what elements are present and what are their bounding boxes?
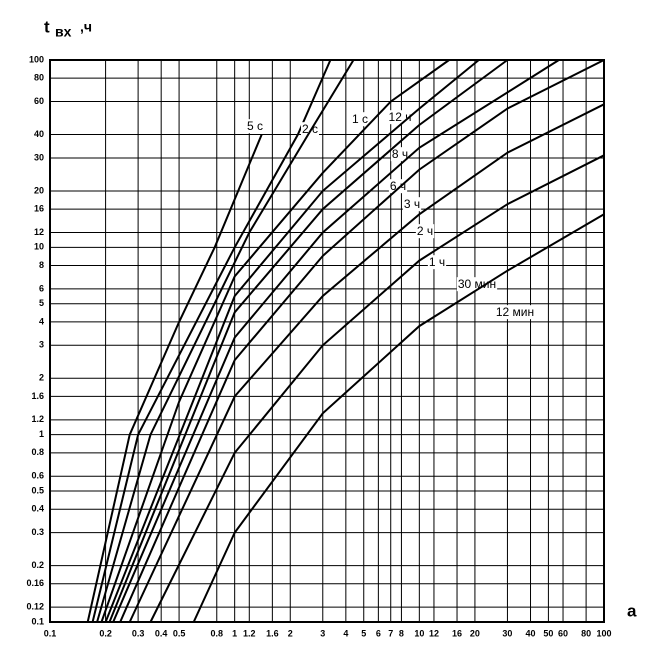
y-tick-label: 0.5	[31, 485, 44, 495]
x-tick-label: 2	[288, 628, 293, 638]
x-tick-label: 0.2	[99, 628, 112, 638]
y-tick-label: 0.16	[26, 578, 44, 588]
label-bg	[402, 197, 422, 212]
x-tick-label: 6	[376, 628, 381, 638]
y-tick-label: 16	[34, 203, 44, 213]
curve	[100, 59, 450, 623]
y-axis-label: t	[44, 17, 50, 36]
y-tick-label: 0.8	[31, 447, 44, 457]
y-tick-label: 20	[34, 185, 44, 195]
curve	[104, 59, 480, 623]
label-bg	[390, 147, 410, 162]
x-tick-label: 60	[558, 628, 568, 638]
y-tick-label: 0.4	[31, 504, 44, 514]
label-bg	[427, 255, 447, 270]
y-tick-label: 100	[29, 54, 44, 64]
y-tick-label: 80	[34, 73, 44, 83]
x-tick-label: 1.2	[243, 628, 256, 638]
label-bg	[456, 277, 498, 292]
legend-label: 1 с	[352, 112, 368, 126]
x-tick-label: 0.5	[173, 628, 186, 638]
curve	[149, 154, 605, 623]
x-tick-label: 10	[414, 628, 424, 638]
x-tick-label: 8	[399, 628, 404, 638]
legend-label: 5 с	[247, 119, 263, 133]
label-bg	[494, 305, 536, 320]
x-tick-label: 100	[596, 628, 611, 638]
x-tick-label: 0.1	[44, 628, 57, 638]
x-tick-label: 5	[361, 628, 366, 638]
x-tick-label: 80	[581, 628, 591, 638]
x-tick-label: 0.4	[155, 628, 168, 638]
y-tick-label: 40	[34, 129, 44, 139]
x-tick-label: 1.6	[266, 628, 279, 638]
y-tick-label: 1.6	[31, 391, 44, 401]
x-tick-label: 7	[388, 628, 393, 638]
curve	[128, 103, 605, 623]
legend-label: 1 ч	[429, 255, 445, 269]
y-tick-label: 0.3	[31, 527, 44, 537]
x-tick-label: 3	[320, 628, 325, 638]
label-bg	[415, 224, 435, 239]
legend-label: 8 ч	[392, 147, 408, 161]
x-tick-label: 4	[343, 628, 348, 638]
label-bg	[388, 179, 408, 194]
x-tick-label: 50	[543, 628, 553, 638]
x-tick-label: 16	[452, 628, 462, 638]
y-tick-label: 0.1	[31, 616, 44, 626]
y-tick-label: 6	[39, 283, 44, 293]
curve	[96, 59, 355, 623]
y-tick-label: 0.2	[31, 560, 44, 570]
x-tick-label: 30	[502, 628, 512, 638]
curve	[86, 134, 263, 623]
y-tick-label: 1.2	[31, 414, 44, 424]
x-tick-label: 20	[470, 628, 480, 638]
legend-label: 2 ч	[417, 224, 433, 238]
x-tick-label: 1	[232, 628, 237, 638]
curve	[112, 59, 560, 623]
x-tick-label: 40	[526, 628, 536, 638]
y-tick-label: 10	[34, 242, 44, 252]
x-axis-label: a	[627, 601, 637, 620]
y-tick-label: 1	[39, 429, 44, 439]
x-tick-label: 12	[429, 628, 439, 638]
legend-label: 12 мин	[496, 305, 534, 319]
y-tick-label: 0.6	[31, 471, 44, 481]
label-bg	[245, 119, 265, 134]
curve	[108, 59, 508, 623]
curve	[192, 213, 605, 623]
y-axis-label-unit: ,ч	[80, 19, 92, 35]
legend-label: 6 ч	[390, 179, 406, 193]
y-tick-label: 30	[34, 152, 44, 162]
curve	[91, 59, 332, 623]
x-tick-label: 0.3	[132, 628, 145, 638]
y-tick-label: 2	[39, 373, 44, 383]
y-tick-label: 5	[39, 298, 44, 308]
y-tick-label: 8	[39, 260, 44, 270]
legend-label: 3 ч	[404, 197, 420, 211]
y-tick-label: 12	[34, 227, 44, 237]
legend-label: 2 с	[302, 122, 318, 136]
label-bg	[350, 112, 370, 127]
legend-label: 30 мин	[458, 277, 496, 291]
y-tick-label: 4	[39, 316, 44, 326]
y-tick-label: 60	[34, 96, 44, 106]
y-tick-label: 3	[39, 340, 44, 350]
x-tick-label: 0.8	[211, 628, 224, 638]
curve	[119, 59, 605, 623]
y-tick-label: 0.12	[26, 602, 44, 612]
y-axis-label-sub: вх	[55, 24, 72, 40]
